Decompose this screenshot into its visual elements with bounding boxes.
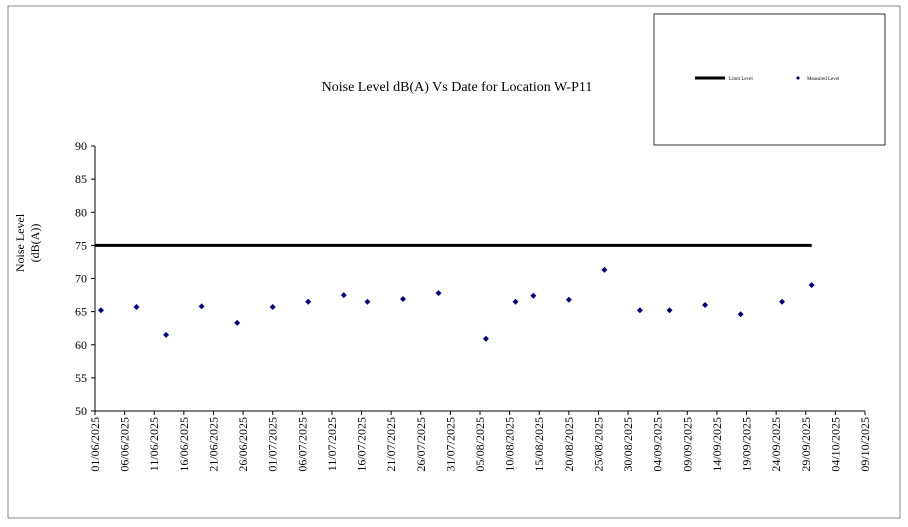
x-tick-label: 30/08/2025 (621, 417, 635, 472)
x-tick-label: 06/06/2025 (118, 417, 132, 472)
data-point (702, 302, 709, 308)
data-point (133, 303, 140, 310)
x-tick-label: 31/07/2025 (443, 417, 457, 472)
x-tick-label: 04/10/2025 (828, 417, 842, 472)
y-tick-label: 75 (75, 238, 87, 252)
x-tick-label: 01/07/2025 (266, 417, 280, 472)
y-tick-label: 85 (75, 172, 87, 186)
data-point (636, 307, 643, 314)
x-tick-label: 16/07/2025 (355, 417, 369, 472)
x-tick-label: 11/07/2025 (325, 417, 339, 471)
x-tick-label: 24/09/2025 (769, 417, 783, 472)
x-tick-label: 21/06/2025 (206, 417, 220, 472)
x-tick-label: 11/06/2025 (147, 417, 161, 471)
y-tick-label: 80 (75, 205, 87, 219)
y-tick-label: 65 (75, 305, 87, 319)
x-tick-label: 26/06/2025 (236, 417, 250, 472)
y-tick-label: 55 (75, 371, 87, 385)
data-point (97, 307, 104, 314)
data-point (305, 298, 312, 305)
data-point (198, 303, 205, 310)
data-point (808, 282, 815, 289)
x-tick-label: 20/08/2025 (562, 417, 576, 472)
y-axis-label: Noise Level (13, 213, 27, 272)
data-point (512, 298, 519, 305)
y-tick-label: 50 (75, 404, 87, 418)
data-point (364, 298, 371, 305)
chart-title: Noise Level dB(A) Vs Date for Location W… (322, 80, 593, 95)
data-point (666, 307, 673, 314)
data-point (163, 331, 170, 338)
x-tick-label: 01/06/2025 (88, 417, 102, 472)
data-point (530, 292, 537, 299)
x-tick-label: 06/07/2025 (295, 417, 309, 472)
x-tick-label: 14/09/2025 (710, 417, 724, 472)
data-point (601, 266, 608, 273)
x-tick-label: 25/08/2025 (591, 417, 605, 472)
data-point (234, 319, 241, 326)
x-tick-label: 05/08/2025 (473, 417, 487, 472)
x-tick-label: 21/07/2025 (384, 417, 398, 472)
data-point (269, 303, 276, 310)
x-tick-label: 09/09/2025 (680, 417, 694, 472)
x-tick-label: 15/08/2025 (532, 417, 546, 472)
data-point (482, 335, 489, 342)
data-point (565, 296, 572, 303)
legend-box (653, 13, 886, 146)
y-tick-label: 60 (75, 338, 87, 352)
x-tick-label: 29/09/2025 (799, 417, 813, 472)
legend-label: Measured Level (807, 77, 840, 82)
data-point (400, 296, 406, 303)
legend-swatch (796, 76, 800, 80)
y-tick-label: 70 (75, 272, 87, 286)
x-tick-label: 26/07/2025 (414, 417, 428, 472)
y-tick-label: 90 (75, 139, 87, 153)
x-tick-label: 10/08/2025 (503, 417, 517, 472)
x-tick-label: 04/09/2025 (651, 417, 665, 472)
data-point (737, 311, 744, 318)
data-point (435, 290, 442, 297)
y-axis-label: (dB(A)) (28, 224, 42, 263)
x-tick-label: 09/10/2025 (858, 417, 872, 472)
x-tick-label: 19/09/2025 (740, 417, 754, 472)
data-point (340, 292, 347, 299)
data-point (779, 298, 786, 305)
x-tick-label: 16/06/2025 (177, 417, 191, 472)
legend-label: Limit Level (729, 77, 753, 82)
